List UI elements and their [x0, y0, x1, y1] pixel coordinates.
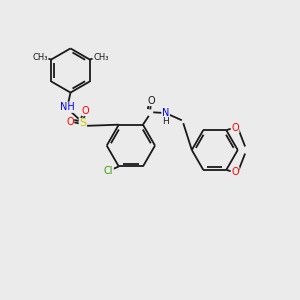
Text: O: O	[231, 167, 239, 177]
Text: O: O	[66, 117, 74, 127]
Text: O: O	[82, 106, 90, 116]
Text: NH: NH	[60, 102, 75, 112]
Text: O: O	[231, 123, 239, 133]
Text: CH₃: CH₃	[93, 52, 109, 62]
Text: Cl: Cl	[104, 166, 113, 176]
Text: O: O	[147, 95, 155, 106]
Text: N: N	[162, 108, 169, 118]
Text: H: H	[162, 117, 169, 126]
Text: CH₃: CH₃	[32, 52, 48, 62]
Text: S: S	[79, 118, 86, 128]
